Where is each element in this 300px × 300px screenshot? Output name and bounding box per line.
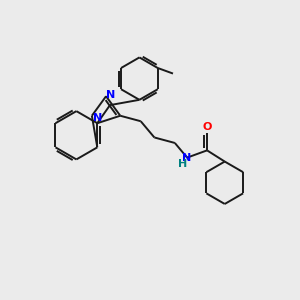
Text: N: N <box>106 90 115 100</box>
Text: H: H <box>178 159 188 169</box>
Text: O: O <box>202 122 212 132</box>
Text: N: N <box>182 153 191 163</box>
Text: N: N <box>93 113 103 123</box>
